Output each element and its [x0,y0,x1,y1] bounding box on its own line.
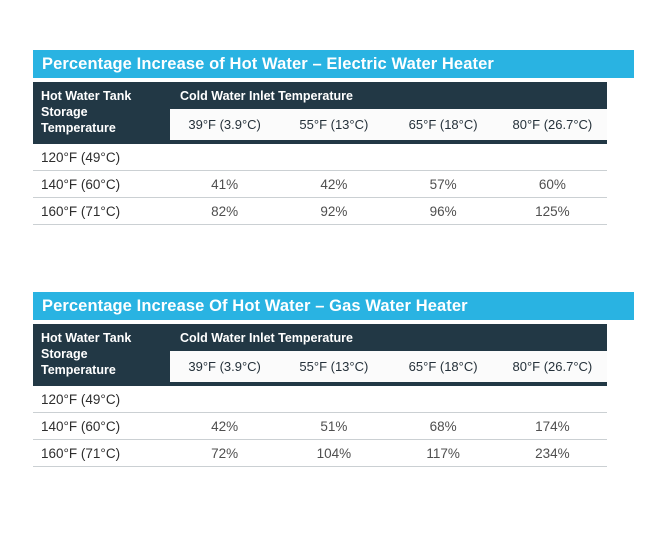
value-cell: 41% [211,176,239,192]
electric-table-rows: 120°F (49°C) 140°F (60°C) 41% 42% 57% 60… [33,144,607,225]
value-cell: 60% [538,176,566,192]
value-cell: 82% [211,203,239,219]
value-cell: 42% [320,176,348,192]
table-row: 120°F (49°C) [33,144,607,171]
value-cell: 125% [535,203,570,219]
table-row: 140°F (60°C) 42% 51% 68% 174% [33,413,607,440]
table-row: 160°F (71°C) 72% 104% 117% 234% [33,440,607,467]
row-group-header-cell: Hot Water Tank Storage Temperature [33,82,170,140]
electric-table-header: Hot Water Tank Storage Temperature Cold … [33,82,607,144]
gas-table-header: Hot Water Tank Storage Temperature Cold … [33,324,607,386]
column-header-cell: 39°F (3.9°C) [188,117,261,132]
value-cell: 57% [429,176,457,192]
row-label: 120°F (49°C) [41,391,121,407]
value-cell: 51% [320,418,348,434]
column-header-cell: 55°F (13°C) [299,117,369,132]
value-cell: 92% [320,203,348,219]
value-cell: 174% [535,418,570,434]
value-cell: 234% [535,445,570,461]
value-cell: 68% [429,418,457,434]
column-header-group: Cold Water Inlet Temperature 39°F (3.9°C… [170,324,607,382]
column-group-header-cell: Cold Water Inlet Temperature [170,324,607,351]
column-header-cell: 80°F (26.7°C) [512,117,593,132]
gas-table-title: Percentage Increase Of Hot Water – Gas W… [42,296,468,315]
row-label: 160°F (71°C) [41,203,121,219]
electric-table-title: Percentage Increase of Hot Water – Elect… [42,54,494,73]
row-label: 120°F (49°C) [41,149,121,165]
value-cell: 42% [211,418,239,434]
column-header-cell: 55°F (13°C) [299,359,369,374]
row-label: 160°F (71°C) [41,445,121,461]
table-row: 120°F (49°C) [33,386,607,413]
column-header-row: 39°F (3.9°C) 55°F (13°C) 65°F (18°C) 80°… [170,351,607,382]
electric-water-heater-table: Percentage Increase of Hot Water – Elect… [33,50,634,225]
gas-table-rows: 120°F (49°C) 140°F (60°C) 42% 51% 68% 17… [33,386,607,467]
column-header-group: Cold Water Inlet Temperature 39°F (3.9°C… [170,82,607,140]
value-cell: 72% [211,445,239,461]
column-header-cell: 65°F (18°C) [408,117,478,132]
table-row: 160°F (71°C) 82% 92% 96% 125% [33,198,607,225]
row-group-header-cell: Hot Water Tank Storage Temperature [33,324,170,382]
row-group-header-label: Hot Water Tank Storage Temperature [41,89,132,135]
gas-table-body: Hot Water Tank Storage Temperature Cold … [33,324,607,467]
value-cell: 117% [426,445,460,461]
value-cell: 96% [429,203,457,219]
row-label: 140°F (60°C) [41,176,121,192]
row-label: 140°F (60°C) [41,418,121,434]
value-cell: 104% [316,445,352,461]
row-group-header-label: Hot Water Tank Storage Temperature [41,331,132,377]
gas-table-title-bar: Percentage Increase Of Hot Water – Gas W… [33,292,634,320]
electric-table-body: Hot Water Tank Storage Temperature Cold … [33,82,607,225]
column-header-row: 39°F (3.9°C) 55°F (13°C) 65°F (18°C) 80°… [170,109,607,140]
column-header-cell: 65°F (18°C) [408,359,478,374]
column-header-cell: 80°F (26.7°C) [512,359,593,374]
column-header-cell: 39°F (3.9°C) [188,359,261,374]
column-group-header-cell: Cold Water Inlet Temperature [170,82,607,109]
gas-water-heater-table: Percentage Increase Of Hot Water – Gas W… [33,292,634,467]
electric-table-title-bar: Percentage Increase of Hot Water – Elect… [33,50,634,78]
table-row: 140°F (60°C) 41% 42% 57% 60% [33,171,607,198]
